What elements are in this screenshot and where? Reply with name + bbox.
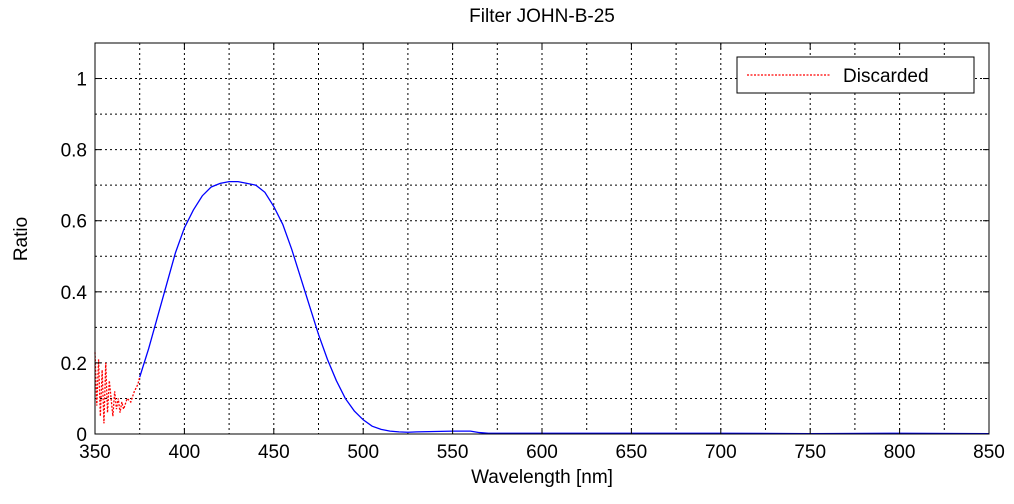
y-tick-label: 1 bbox=[76, 70, 87, 91]
x-tick-label: 850 bbox=[973, 442, 1005, 463]
y-tick-label: 0.6 bbox=[61, 212, 87, 233]
legend: Discarded bbox=[736, 56, 975, 94]
x-tick-label: 800 bbox=[884, 442, 916, 463]
chart-title: Filter JOHN-B-25 bbox=[469, 6, 615, 27]
y-tick-label: 0 bbox=[76, 425, 87, 446]
x-tick-label: 700 bbox=[705, 442, 737, 463]
legend-label-discarded: Discarded bbox=[843, 66, 929, 87]
y-tick-label: 0.8 bbox=[61, 141, 87, 162]
x-tick-label: 550 bbox=[437, 442, 469, 463]
series-filter-line bbox=[139, 180, 990, 435]
series-discarded-line bbox=[94, 352, 141, 424]
x-tick-label: 350 bbox=[79, 442, 111, 463]
x-tick-label: 400 bbox=[169, 442, 201, 463]
y-tick-label: 0.4 bbox=[61, 283, 88, 304]
x-tick-label: 450 bbox=[258, 442, 290, 463]
x-axis-label: Wavelength [nm] bbox=[471, 467, 613, 488]
y-tick-label: 0.2 bbox=[61, 354, 87, 375]
x-tick-label: 650 bbox=[616, 442, 648, 463]
x-tick-label: 750 bbox=[794, 442, 826, 463]
y-axis-label: Ratio bbox=[11, 216, 32, 262]
x-tick-label: 600 bbox=[526, 442, 558, 463]
x-tick-label: 500 bbox=[347, 442, 379, 463]
